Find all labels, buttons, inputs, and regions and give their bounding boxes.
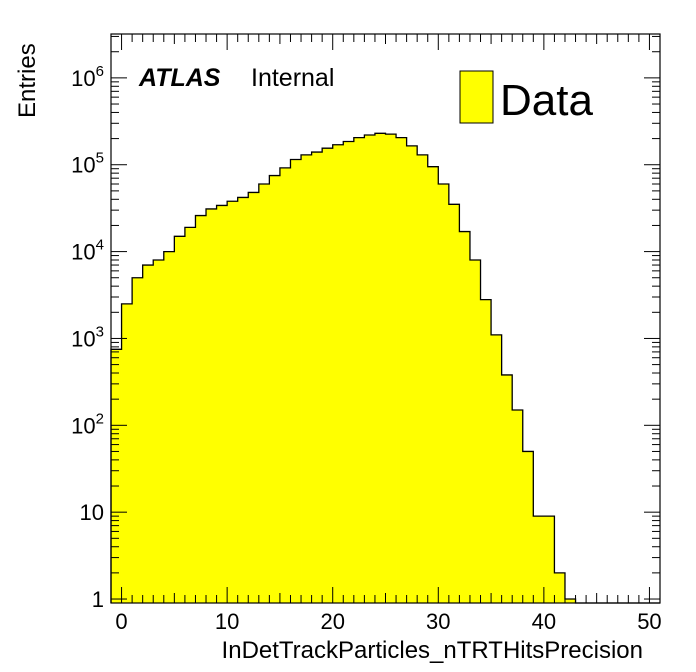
y-axis: 1 10 102 103 104 105 106	[71, 35, 660, 612]
x-axis: 0 10 20 30 40 50	[115, 34, 662, 634]
histogram-bin	[343, 141, 355, 603]
histogram-bin	[248, 192, 260, 603]
histogram-bin	[206, 208, 217, 604]
histogram-bin	[459, 231, 471, 604]
x-tick-label: 10	[215, 609, 239, 634]
histogram-bin	[184, 227, 196, 603]
histogram-bin	[279, 167, 291, 603]
histogram-outline	[110, 132, 660, 604]
y-tick-label: 103	[71, 323, 104, 351]
histogram-bin	[142, 265, 154, 603]
x-tick-label: 40	[532, 609, 556, 634]
histogram-bin	[427, 166, 439, 603]
histogram-bin	[322, 148, 334, 603]
x-tick-label: 20	[320, 609, 344, 634]
x-tick-label: 50	[637, 609, 661, 634]
histogram-bin	[543, 516, 555, 603]
histogram-bin	[438, 184, 450, 603]
x-tick-label: 0	[115, 609, 127, 634]
legend-label: Data	[500, 76, 593, 125]
histogram-bin	[258, 184, 270, 603]
histogram-bin	[174, 236, 186, 603]
histogram-bin	[396, 137, 408, 603]
y-tick-label: 1	[92, 587, 104, 612]
atlas-label: ATLAS	[138, 64, 221, 92]
histogram-bin	[269, 175, 281, 604]
y-tick-label: 106	[71, 63, 104, 91]
histogram-bin	[385, 134, 397, 604]
histogram-bin	[469, 260, 481, 603]
histogram-bin	[195, 215, 207, 604]
histogram-bin	[501, 374, 513, 603]
histogram-bin	[332, 144, 344, 603]
histogram-bin	[522, 451, 534, 603]
histogram-bin	[491, 334, 503, 603]
x-axis-title: InDetTrackParticles_nTRTHitsPrecision	[222, 637, 643, 664]
histogram-bin	[237, 197, 249, 603]
histogram-bin	[554, 572, 566, 603]
histogram-bin	[564, 599, 576, 603]
histogram-bin	[153, 260, 165, 603]
histogram-bin	[311, 152, 323, 604]
y-tick-label: 105	[71, 150, 104, 178]
histogram-bin	[301, 154, 312, 603]
histogram-bin	[406, 145, 418, 603]
histogram-bin	[353, 137, 365, 603]
histogram-bin	[448, 204, 460, 603]
histogram-bin	[417, 154, 429, 603]
y-tick-label: 104	[71, 237, 104, 265]
histogram-bin	[111, 349, 122, 603]
histogram-bin	[216, 205, 228, 603]
legend-swatch	[459, 70, 494, 124]
histogram-bars	[110, 132, 660, 604]
histogram-bin	[163, 251, 175, 603]
histogram-bin	[533, 516, 545, 603]
y-axis-title: Entries	[14, 43, 41, 118]
histogram-bin	[480, 299, 492, 603]
histogram-bin	[364, 134, 376, 603]
histogram-bin	[132, 277, 144, 603]
x-tick-label: 30	[426, 609, 450, 634]
y-tick-label: 10	[80, 500, 104, 525]
histogram-bin	[374, 133, 386, 603]
histogram-bin	[290, 159, 302, 603]
histogram-bin	[227, 201, 239, 603]
histogram-bin	[121, 303, 133, 603]
y-tick-label: 102	[71, 410, 104, 438]
internal-label: Internal	[251, 64, 334, 92]
histogram-bin	[512, 410, 524, 603]
